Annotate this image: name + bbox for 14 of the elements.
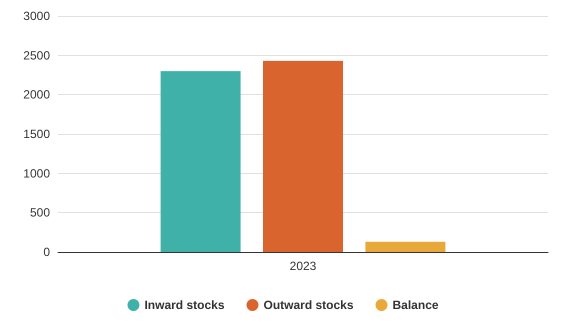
bar <box>365 242 446 252</box>
bar <box>160 71 241 252</box>
legend-label: Inward stocks <box>144 298 225 312</box>
legend-label: Outward stocks <box>263 298 354 312</box>
legend-label: Balance <box>392 298 439 312</box>
x-tick-label: 2023 <box>290 259 317 273</box>
y-tick-label: 2500 <box>23 48 50 62</box>
bar <box>263 60 343 252</box>
y-tick-label: 500 <box>30 206 50 220</box>
y-tick-label: 1000 <box>23 166 50 180</box>
y-tick-label: 0 <box>43 245 50 259</box>
y-tick-label: 1500 <box>23 127 50 141</box>
y-tick-label: 2000 <box>23 88 50 102</box>
y-tick-label: 3000 <box>23 9 50 23</box>
